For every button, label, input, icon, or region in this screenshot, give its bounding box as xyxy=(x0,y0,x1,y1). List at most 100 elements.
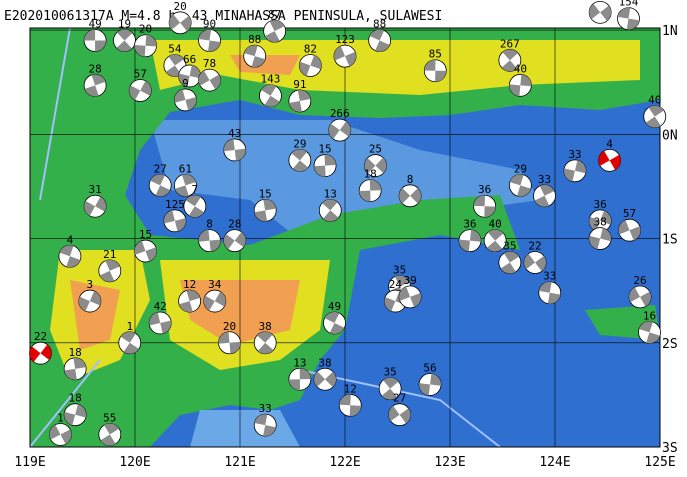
depth-label: 33 xyxy=(538,173,551,186)
lon-label: 121E xyxy=(224,455,255,470)
ball-quadrant xyxy=(75,404,87,418)
ball-quadrant xyxy=(534,195,550,207)
ball-quadrant xyxy=(547,292,561,304)
ball-quadrant xyxy=(198,70,210,86)
ball-quadrant xyxy=(66,256,81,268)
ball-quadrant xyxy=(539,184,555,196)
ball-quadrant xyxy=(223,139,235,152)
ball-quadrant xyxy=(116,29,133,41)
ball-quadrant xyxy=(369,29,385,41)
ball-quadrant xyxy=(145,34,157,47)
depth-label: 43 xyxy=(228,127,241,140)
ball-quadrant xyxy=(310,55,322,70)
beachball xyxy=(288,89,312,113)
ball-quadrant xyxy=(503,251,520,263)
beachball xyxy=(398,285,422,309)
ball-quadrant xyxy=(178,73,190,87)
depth-label: 266 xyxy=(330,107,350,120)
lon-label: 125E xyxy=(644,455,675,470)
ball-quadrant xyxy=(314,371,326,387)
beachball xyxy=(118,331,142,355)
ball-quadrant xyxy=(179,301,193,313)
ball-quadrant xyxy=(639,321,653,333)
beachball xyxy=(63,357,87,381)
ball-quadrant xyxy=(500,262,516,274)
ball-quadrant xyxy=(333,46,345,61)
depth-label: 13 xyxy=(324,187,337,200)
ball-quadrant xyxy=(168,54,184,66)
depth-label: 29 xyxy=(514,162,527,175)
depth-label: 3 xyxy=(87,278,94,291)
ball-quadrant xyxy=(424,59,436,71)
depth-label: 9 xyxy=(182,77,189,90)
beachball xyxy=(183,194,207,218)
ball-quadrant xyxy=(182,174,196,186)
ball-quadrant xyxy=(105,259,120,271)
beachball xyxy=(328,118,352,142)
beachball xyxy=(288,367,312,391)
beachball xyxy=(628,285,652,309)
depth-label: 35 xyxy=(503,240,516,253)
ball-quadrant xyxy=(501,60,518,72)
ball-quadrant xyxy=(103,423,120,435)
ball-quadrant xyxy=(84,200,96,216)
ball-quadrant xyxy=(399,188,411,204)
ball-quadrant xyxy=(289,100,302,112)
ball-quadrant xyxy=(324,154,337,166)
beachball xyxy=(253,199,277,222)
ball-quadrant xyxy=(155,185,171,197)
beachball xyxy=(98,423,122,446)
depth-label: 22 xyxy=(34,330,47,343)
depth-label: 18 xyxy=(364,168,377,181)
depth-label: 33 xyxy=(568,148,581,161)
ball-quadrant xyxy=(29,346,41,362)
ball-quadrant xyxy=(186,290,201,302)
ball-quadrant xyxy=(234,148,246,161)
beachball xyxy=(163,209,187,233)
beachball xyxy=(223,229,247,253)
ball-quadrant xyxy=(174,185,189,197)
lon-label: 119E xyxy=(14,455,45,470)
ball-quadrant xyxy=(321,199,338,211)
ball-quadrant xyxy=(509,84,521,97)
ball-quadrant xyxy=(145,247,157,262)
ball-quadrant xyxy=(188,206,205,218)
ball-quadrant xyxy=(314,165,326,177)
ball-quadrant xyxy=(100,434,116,446)
beachball xyxy=(617,7,640,31)
depth-label: 85 xyxy=(429,48,442,61)
depth-label: 33 xyxy=(543,270,556,283)
beachball xyxy=(178,64,202,88)
ball-quadrant xyxy=(160,320,172,334)
beachball xyxy=(113,29,136,52)
ball-quadrant xyxy=(40,344,52,360)
depth-label: 31 xyxy=(88,183,101,196)
depth-label: 123 xyxy=(335,33,355,46)
ball-quadrant xyxy=(291,149,307,161)
beachball xyxy=(83,29,107,52)
beachball xyxy=(498,48,522,72)
ball-quadrant xyxy=(261,84,277,96)
ball-quadrant xyxy=(189,65,201,79)
ball-quadrant xyxy=(49,424,61,440)
ball-quadrant xyxy=(410,292,422,308)
beachball xyxy=(253,413,277,437)
depth-label: 20 xyxy=(174,0,187,13)
ball-quadrant xyxy=(73,357,87,369)
depth-label: 36 xyxy=(463,218,476,231)
depth-label: 88 xyxy=(373,18,386,31)
depth-label: 12 xyxy=(183,278,196,291)
depth-label: 24 xyxy=(389,278,403,291)
depth-label: 35 xyxy=(384,366,397,379)
depth-label: 57 xyxy=(134,68,147,81)
beachball xyxy=(588,227,612,250)
beachball xyxy=(358,179,382,202)
depth-label: 8 xyxy=(206,218,213,231)
depth-label: 38 xyxy=(594,216,607,229)
ball-quadrant xyxy=(209,74,221,90)
beachball xyxy=(78,289,102,313)
ball-quadrant xyxy=(600,5,612,22)
depth-label: 1 xyxy=(57,411,64,424)
depth-label: 40 xyxy=(514,62,527,75)
